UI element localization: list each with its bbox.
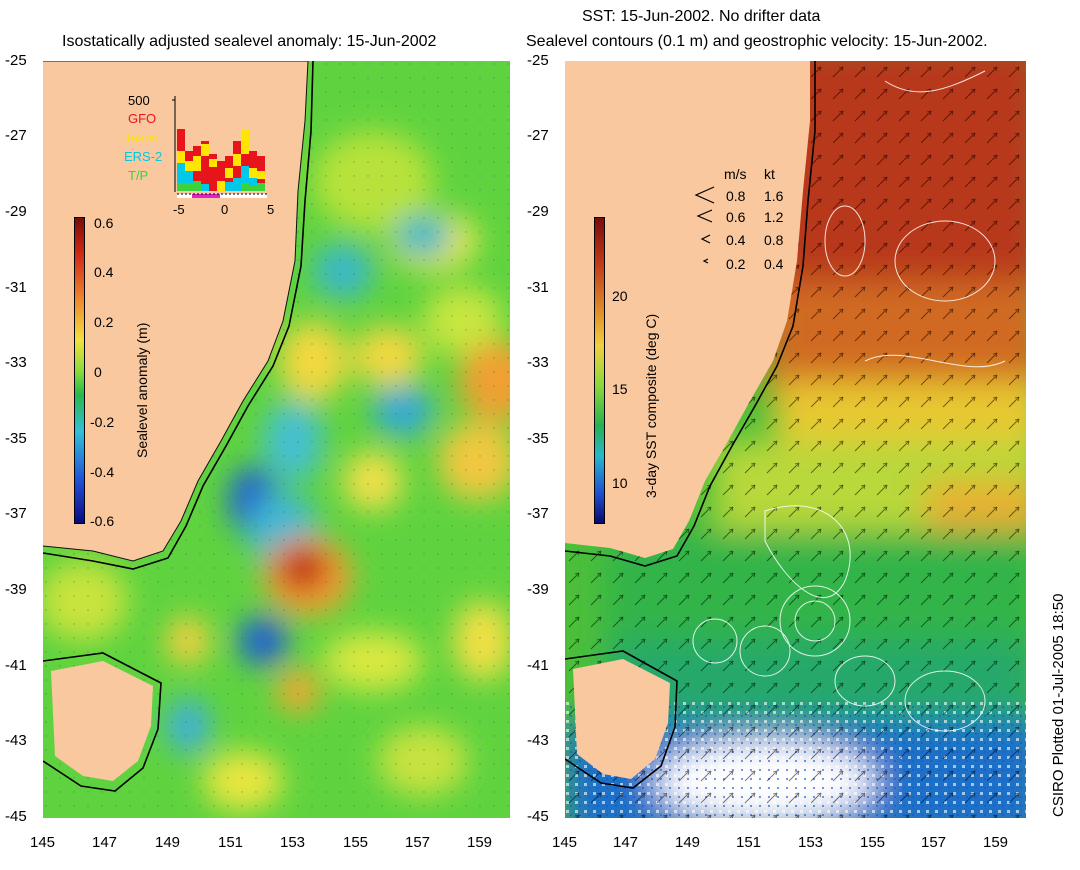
velocity-key-ms: 0.8 (726, 188, 746, 204)
inset-legend-ers2: ERS-2 (124, 149, 163, 164)
sealevel-colorbar-tick: -0.4 (90, 464, 115, 480)
right-lon-tick: 155 (860, 834, 886, 851)
left-panel-title: Isostatically adjusted sealevel anomaly:… (62, 33, 437, 50)
sst-colorbar-tick: 20 (612, 288, 628, 304)
sealevel-colorbar-tick: 0 (94, 364, 102, 380)
left-lon-tick: 147 (92, 834, 118, 851)
right-lon-tick: 145 (552, 834, 578, 851)
right-panel-title-line2: Sealevel contours (0.1 m) and geostrophi… (526, 33, 988, 50)
left-lon-tick: 153 (280, 834, 306, 851)
left-lat-tick: -27 (5, 127, 27, 144)
left-lat-tick: -43 (5, 732, 27, 749)
right-lat-tick: -45 (527, 808, 549, 825)
right-lat-tick: -31 (527, 279, 549, 296)
sst-colorbar-tick: 15 (612, 381, 628, 397)
left-lat-tick: -41 (5, 657, 27, 674)
right-lat-tick: -41 (527, 657, 549, 674)
left-lon-tick: 145 (30, 834, 56, 851)
sst-colorbar (594, 217, 605, 524)
sealevel-colorbar-label: Sealevel anomaly (m) (134, 322, 150, 458)
velocity-key-kt: 0.8 (764, 232, 784, 248)
inset-legend-tp: T/P (128, 168, 149, 183)
velocity-key-kt: 1.6 (764, 188, 784, 204)
right-lon-tick: 149 (675, 834, 701, 851)
inset-legend-jason: Jason (124, 130, 159, 145)
right-lon-tick: 151 (736, 834, 762, 851)
left-lat-tick: -25 (5, 52, 27, 69)
right-lat-tick: -37 (527, 505, 549, 522)
right-lat-tick: -43 (527, 732, 549, 749)
inset-max-label: 500 (128, 93, 150, 108)
sealevel-colorbar-tick: 0.4 (94, 264, 114, 280)
right-lat-tick: -35 (527, 430, 549, 447)
left-lon-tick: 157 (405, 834, 431, 851)
right-lon-tick: 157 (921, 834, 947, 851)
velocity-key-kt: 0.4 (764, 256, 784, 272)
velocity-key-header-kt: kt (764, 166, 775, 182)
sealevel-colorbar-tick: 0.6 (94, 215, 114, 231)
left-lon-tick: 159 (467, 834, 493, 851)
plot-credit: CSIRO Plotted 01-Jul-2005 18:50 (1050, 593, 1067, 817)
left-lat-tick: -37 (5, 505, 27, 522)
inset-coverage-chart (172, 96, 275, 200)
sealevel-colorbar (74, 217, 85, 524)
sealevel-anomaly-map[interactable] (43, 61, 510, 818)
velocity-key-ms: 0.2 (726, 256, 746, 272)
velocity-key-ms: 0.6 (726, 209, 746, 225)
right-panel-title-line1: SST: 15-Jun-2002. No drifter data (582, 8, 821, 25)
left-lon-tick: 151 (218, 834, 244, 851)
left-lat-tick: -31 (5, 279, 27, 296)
right-lat-tick: -33 (527, 354, 549, 371)
right-lat-tick: -25 (527, 52, 549, 69)
left-lat-tick: -35 (5, 430, 27, 447)
velocity-key-header-ms: m/s (724, 166, 747, 182)
sealevel-colorbar-tick: -0.2 (90, 414, 115, 430)
left-lat-tick: -29 (5, 203, 27, 220)
left-lat-tick: -39 (5, 581, 27, 598)
inset-x-tick: 0 (221, 202, 229, 217)
sealevel-colorbar-tick: 0.2 (94, 314, 114, 330)
velocity-key-ms: 0.4 (726, 232, 746, 248)
right-lon-tick: 153 (798, 834, 824, 851)
inset-legend-gfo: GFO (128, 111, 157, 126)
right-lon-tick: 159 (983, 834, 1009, 851)
inset-x-tick: 5 (267, 202, 275, 217)
right-lat-tick: -27 (527, 127, 549, 144)
velocity-key-arrows (694, 186, 715, 264)
velocity-key-kt: 1.2 (764, 209, 784, 225)
right-lat-tick: -39 (527, 581, 549, 598)
left-lat-tick: -45 (5, 808, 27, 825)
right-lon-tick: 147 (613, 834, 639, 851)
right-lat-tick: -29 (527, 203, 549, 220)
left-lon-tick: 149 (155, 834, 181, 851)
inset-x-tick: -5 (173, 202, 185, 217)
left-lat-tick: -33 (5, 354, 27, 371)
sst-colorbar-label: 3-day SST composite (deg C) (643, 313, 659, 498)
sealevel-colorbar-tick: -0.6 (90, 513, 115, 529)
sst-colorbar-tick: 10 (612, 475, 628, 491)
sst-velocity-map[interactable] (565, 61, 1026, 818)
left-lon-tick: 155 (343, 834, 369, 851)
